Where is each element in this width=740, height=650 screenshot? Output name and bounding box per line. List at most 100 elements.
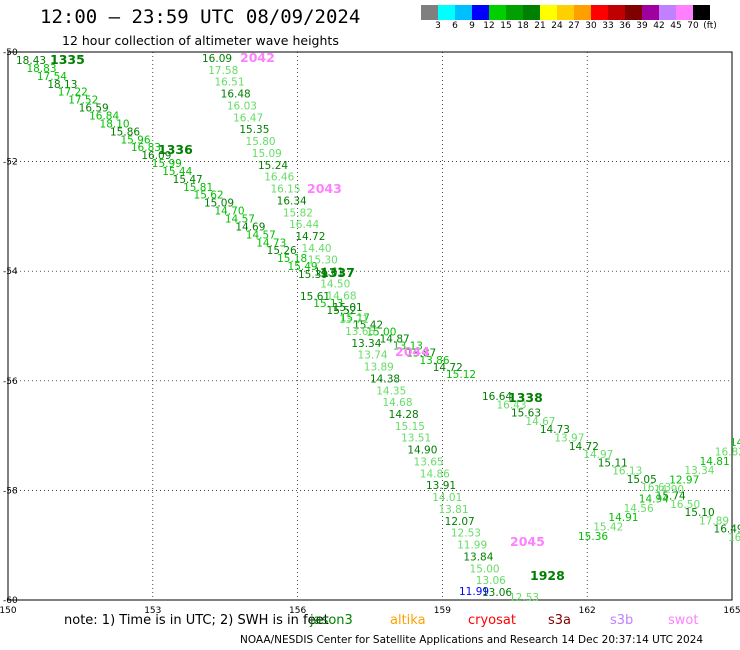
wave-height-label: 15.44: [162, 166, 192, 178]
wave-height-label: 15.74: [656, 491, 686, 503]
legend-swatch: [506, 5, 523, 20]
orbit-id-label: 1335: [50, 52, 85, 67]
wave-height-label: 13.81: [438, 504, 468, 516]
wave-height-label: 16.82: [715, 446, 740, 458]
wave-height-label: 15.63: [511, 408, 541, 420]
wave-height-label: 15.15: [395, 421, 425, 433]
legend-swatch: [489, 5, 506, 20]
wave-height-label: 13.66: [345, 326, 375, 338]
orbit-id-label: 2045: [510, 534, 545, 549]
legend-swatch: [625, 5, 642, 20]
wave-height-label: 11.99: [457, 540, 487, 552]
wave-height-label: 18.83: [26, 63, 56, 75]
wave-height-label: 16.48: [221, 89, 251, 101]
legend-swatch: [523, 5, 540, 20]
wave-height-label: 16.46: [264, 172, 294, 184]
orbit-id-label: 2044: [395, 344, 430, 359]
wave-height-label: 14.72: [295, 231, 325, 243]
wave-height-label: 15.30: [308, 255, 338, 267]
wave-height-label: 12.07: [445, 516, 475, 528]
wave-height-label: 18.43: [16, 55, 46, 67]
legend-label: 39: [636, 21, 648, 31]
legend-label: 21: [534, 21, 546, 31]
wave-height-label: 16.83: [131, 142, 161, 154]
legend-label: 6: [452, 21, 458, 31]
orbit-id-label: 1338: [508, 390, 543, 405]
wave-height-label: 13.87: [406, 348, 436, 360]
wave-height-label: 14.91: [608, 512, 638, 524]
legend-label: 9: [469, 21, 475, 31]
wave-height-label: 17.54: [37, 71, 67, 83]
wave-height-label: 13.84: [463, 551, 493, 563]
latitude-tick-label: -58: [3, 486, 18, 496]
legend-swatch: [574, 5, 591, 20]
wave-height-label: 16.13: [612, 466, 642, 478]
wave-height-label: 16.09: [202, 53, 232, 65]
wave-height-label: 18.10: [100, 118, 130, 130]
wave-height-label: 14.35: [376, 385, 406, 397]
wave-height-label: 15.00: [366, 326, 396, 338]
wave-height-label: 13.74: [358, 350, 388, 362]
wave-height-label: 16.03: [227, 100, 257, 112]
orbit-id-label: 2043: [307, 181, 342, 196]
wave-height-label: 15.05: [627, 474, 657, 486]
wave-height-label: 13.97: [554, 432, 584, 444]
latitude-tick-label: -54: [3, 267, 18, 277]
wave-height-label: 14.36: [730, 437, 740, 449]
orbit-id-label: 1928: [530, 568, 565, 583]
note-text: note: 1) Time is in UTC; 2) SWH is in fe…: [64, 613, 329, 628]
wave-height-label: 14.50: [320, 278, 350, 290]
wave-height-label: 13.86: [419, 355, 449, 367]
longitude-tick-label: 162: [579, 606, 596, 616]
wave-height-label: 14.90: [654, 484, 684, 496]
wave-height-label: 14.73: [540, 424, 570, 436]
wave-height-label: 13.91: [426, 480, 456, 492]
latitude-tick-label: -56: [3, 377, 18, 387]
orbit-id-label: 1337: [320, 265, 355, 280]
legend-swatch: [591, 5, 608, 20]
wave-height-label: 16.64: [482, 391, 512, 403]
wave-height-label: 15.86: [110, 126, 140, 138]
satellite-legend-swot: swot: [668, 613, 699, 628]
wave-height-label: 13.71: [339, 314, 369, 326]
wave-height-label: 15.01: [333, 302, 363, 314]
wave-height-label: 13.13: [393, 341, 423, 353]
wave-height-label: 12.97: [669, 475, 699, 487]
wave-height-label: 14.81: [700, 456, 730, 468]
wave-height-label: 15.81: [183, 182, 213, 194]
wave-height-label: 14.57: [246, 229, 276, 241]
longitude-tick-label: 153: [144, 606, 161, 616]
legend-swatch: [693, 5, 710, 20]
wave-height-label: 15.82: [283, 207, 313, 219]
wave-height-label: 17.58: [208, 65, 238, 77]
legend-swatch: [642, 5, 659, 20]
wave-height-label: 15.47: [173, 174, 203, 186]
wave-height-label: 16.84: [89, 110, 119, 122]
longitude-tick-label: 156: [289, 606, 306, 616]
wave-height-label: 15.26: [267, 245, 297, 257]
wave-height-label: 13.06: [482, 587, 512, 599]
longitude-tick-label: 165: [723, 606, 740, 616]
wave-height-label: 14.86: [420, 468, 450, 480]
wave-height-label: 15.13: [313, 298, 343, 310]
wave-height-label: 13.89: [364, 362, 394, 374]
wave-height-label: 13.51: [401, 433, 431, 445]
legend-label: 36: [619, 21, 631, 31]
wave-height-label: 16.47: [233, 112, 263, 124]
wave-height-label: 15.80: [246, 136, 276, 148]
wave-height-label: 15.52: [327, 305, 357, 317]
satellite-legend-s3a: s3a: [548, 613, 572, 628]
orbit-id-label: 1336: [158, 142, 193, 157]
wave-height-label: 15.62: [194, 190, 224, 202]
wave-height-label: 14.73: [256, 237, 286, 249]
wave-height-label: 16.50: [670, 499, 700, 511]
wave-height-label: 14.90: [407, 445, 437, 457]
wave-height-label: 14.70: [214, 206, 244, 218]
wave-height-label: 15.18: [277, 253, 307, 265]
wave-height-label: 15.11: [598, 457, 628, 469]
legend-label: 42: [653, 21, 665, 31]
legend-label: 18: [517, 21, 529, 31]
latitude-tick-label: -52: [3, 158, 18, 168]
wave-height-label: 14.40: [302, 243, 332, 255]
